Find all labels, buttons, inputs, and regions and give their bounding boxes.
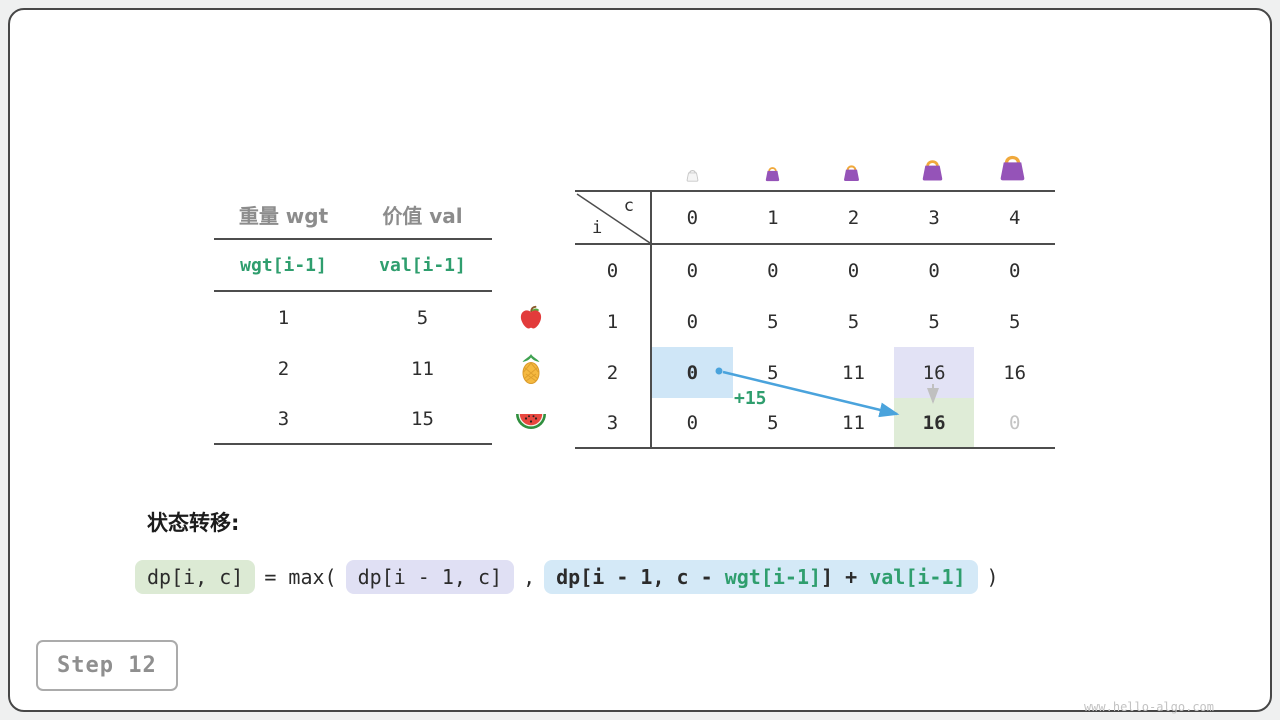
- figure-card: [8, 8, 1272, 712]
- dp-cell: 0: [928, 259, 940, 282]
- dp-row-2: 2 0 5 11 16 16: [575, 347, 1055, 398]
- row-header: 2: [575, 347, 652, 398]
- watermark: www.hello-algo.com: [1083, 700, 1214, 714]
- col-axis-label: c: [623, 196, 634, 216]
- dp-cell: 0: [686, 411, 699, 434]
- item-table: 重量 wgt 价值 val wgt[i-1] val[i-1] 1 5 2 11…: [214, 190, 492, 445]
- dp-cell: 0: [686, 310, 699, 333]
- dp-row-1: 1 0 5 5 5 5: [575, 296, 1055, 347]
- val-ref: val[i-1]: [869, 565, 966, 589]
- row-header: 1: [575, 296, 652, 347]
- item-weight: 3: [277, 407, 290, 430]
- close-paren: ): [986, 565, 999, 589]
- corner-cell: c i: [575, 192, 652, 244]
- step-badge: Step 12: [36, 640, 178, 691]
- apple-icon: [517, 304, 545, 336]
- item-row: 1 5: [214, 292, 492, 343]
- row-header: 0: [575, 245, 652, 296]
- dp-cell: 0: [847, 259, 860, 282]
- capacity-header: 0: [686, 206, 699, 229]
- dp-cell: 16: [1003, 361, 1027, 384]
- plus-value-label: +15: [734, 388, 767, 409]
- value-column-header: 价值 val: [382, 203, 463, 228]
- capacity-header: 2: [847, 206, 860, 229]
- wgt-ref: wgt[i-1]: [724, 565, 822, 589]
- capacity-header: 1: [767, 206, 779, 229]
- bag-icon-4: [1000, 155, 1025, 181]
- dp-table: c i 0 1 2 3 4 0 0 0 0 0 0 1 0 5 5 5 5 2 …: [575, 190, 1055, 449]
- dp-cell: 5: [847, 310, 860, 333]
- bag-icon-3: [922, 160, 943, 181]
- row-header: 3: [575, 398, 652, 447]
- wgt-index-cell: wgt[i-1]: [240, 254, 327, 276]
- dp-cell: 11: [842, 361, 865, 384]
- pineapple-icon: [518, 353, 544, 389]
- weight-column-header: 重量 wgt: [238, 203, 329, 228]
- item-weight: 2: [277, 357, 290, 380]
- row-axis-label: i: [592, 218, 603, 238]
- dp-cell: 5: [767, 310, 779, 333]
- item-table-header-row: 重量 wgt 价值 val: [214, 190, 492, 240]
- dp-cell: 5: [767, 411, 779, 434]
- dp-cell-current: 16: [893, 398, 975, 447]
- dp-take-box: dp[i - 1, c - wgt[i-1]] + val[i-1]: [544, 560, 978, 594]
- dp-current-box: dp[i, c]: [135, 560, 256, 594]
- state-transition-heading: 状态转移:: [147, 511, 240, 535]
- item-table-index-row: wgt[i-1] val[i-1]: [214, 240, 492, 292]
- dp-skip-box: dp[i - 1, c]: [345, 560, 515, 594]
- bag-icon-empty: [686, 170, 699, 182]
- max-operator: = max(: [264, 565, 337, 589]
- item-value: 15: [411, 407, 434, 430]
- state-transition-formula: dp[i, c] = max( dp[i - 1, c] , dp[i - 1,…: [135, 560, 999, 594]
- dp-cell-source: 0: [652, 347, 733, 398]
- dp-cell-unfilled: 0: [1008, 411, 1021, 434]
- comma: ,: [523, 565, 536, 589]
- bag-icon-1: [765, 167, 780, 182]
- dp-cell: 11: [842, 411, 865, 434]
- capacity-bags-row: [575, 128, 1055, 184]
- item-weight: 1: [277, 306, 290, 329]
- take-expr-part: dp[i - 1, c -: [556, 565, 725, 589]
- item-row: 3 15: [214, 394, 492, 445]
- dp-cell: 0: [686, 259, 699, 282]
- dp-cell: 0: [767, 259, 779, 282]
- dp-cell: 5: [1008, 310, 1021, 333]
- dp-header-row: c i 0 1 2 3 4: [575, 192, 1055, 245]
- capacity-header: 3: [928, 206, 940, 229]
- dp-cell-prev: 16: [893, 347, 975, 398]
- item-row: 2 11: [214, 343, 492, 394]
- item-value: 11: [411, 357, 434, 380]
- dp-row-3: 3 0 5 11 16 0: [575, 398, 1055, 449]
- dp-row-0: 0 0 0 0 0 0: [575, 245, 1055, 296]
- dp-cell: 5: [928, 310, 940, 333]
- val-index-cell: val[i-1]: [379, 254, 466, 276]
- watermelon-icon: [515, 411, 547, 434]
- dp-cell: 0: [1008, 259, 1021, 282]
- capacity-header: 4: [1008, 206, 1021, 229]
- bag-icon-2: [844, 165, 859, 181]
- take-expr-part: ] +: [821, 565, 870, 589]
- item-value: 5: [416, 306, 429, 329]
